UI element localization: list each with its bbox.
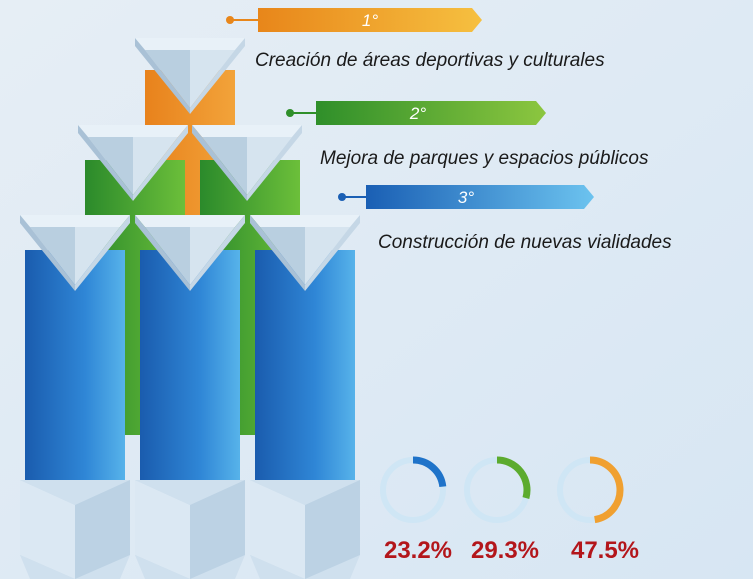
rank: 2° xyxy=(409,104,426,123)
rank: 3° xyxy=(458,188,474,207)
ribbon: 2° xyxy=(286,101,546,125)
donut-arc xyxy=(412,456,447,488)
donut-arc xyxy=(496,456,531,499)
donut-arc xyxy=(589,456,624,524)
percent-label: 23.2% xyxy=(384,537,452,564)
rank-label: Construcción de nuevas vialidades xyxy=(378,232,672,253)
pillars xyxy=(20,38,360,579)
ribbon: 3° xyxy=(338,185,594,209)
percent-label: 47.5% xyxy=(571,537,639,564)
rank-label: Creación de áreas deportivas y culturale… xyxy=(255,50,605,71)
rank: 1° xyxy=(362,11,378,30)
donuts: 23.2% 29.3% 47.5% xyxy=(380,456,639,564)
rank-label: Mejora de parques y espacios públicos xyxy=(320,148,649,169)
percent-label: 29.3% xyxy=(471,537,539,564)
ribbon: 1° xyxy=(226,8,482,32)
